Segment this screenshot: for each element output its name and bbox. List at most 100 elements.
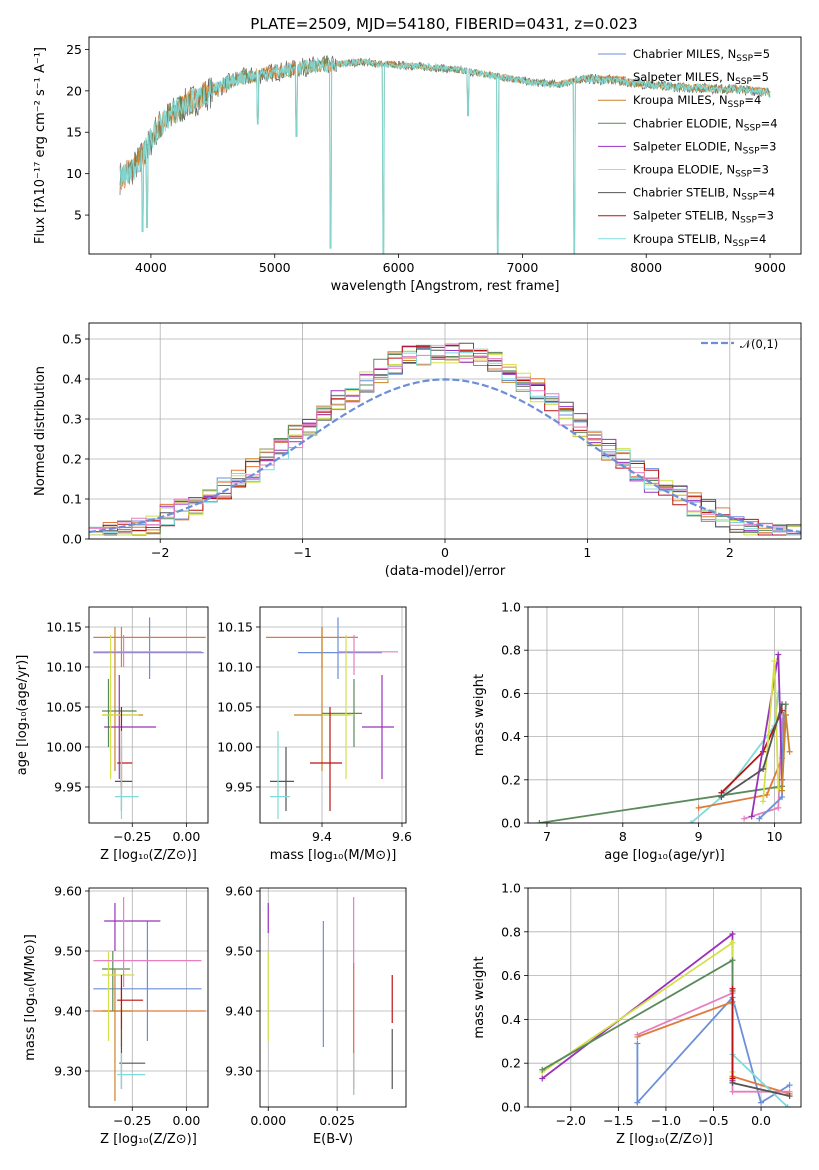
data-point	[729, 1088, 736, 1095]
x-tick-label: 9000	[754, 260, 786, 275]
x-tick-label: 9.4	[312, 829, 332, 844]
data-point	[729, 985, 736, 992]
legend-entry: Salpeter STELIB, NSSP=3	[633, 209, 774, 226]
y-tick-label: 9.95	[54, 780, 82, 795]
axes-frame	[527, 606, 802, 824]
x-tick-label: −1	[293, 545, 311, 560]
panel-age-vs-mass: 9.4 9.6 9.95 10.00 10.05 10.10 10.15 mass [log₁…	[217, 606, 412, 863]
x-tick-label: −0.25	[113, 829, 151, 844]
legend-entry: Kroupa MILES, NSSP=4	[633, 93, 761, 110]
x-tick-label: 0.00	[172, 829, 200, 844]
data-point	[539, 1075, 546, 1082]
x-tick-label: −0.5	[698, 1113, 728, 1128]
axes-frame	[88, 322, 802, 540]
data-point	[779, 787, 786, 794]
y-tick-label: 9.40	[54, 1004, 82, 1019]
data-point	[760, 798, 767, 805]
legend-entry: 𝒩(0,1)	[740, 337, 778, 351]
y-tick-label: 0.1	[62, 492, 82, 507]
data-point	[718, 794, 725, 801]
legend-entry: Chabrier STELIB, NSSP=4	[633, 186, 775, 203]
data-point	[786, 748, 793, 755]
legend-entry: Kroupa ELODIE, NSSP=3	[633, 163, 769, 180]
data-point	[775, 785, 782, 792]
legend-entry: Salpeter ELODIE, NSSP=3	[633, 139, 776, 156]
data-point	[784, 1104, 791, 1107]
y-axis-label: mass weight	[472, 674, 487, 756]
x-tick-label: 8	[619, 829, 627, 844]
x-tick-label: 2	[726, 545, 734, 560]
x-tick-label: 6000	[383, 260, 415, 275]
axes-frame	[259, 606, 407, 824]
x-tick-label: 9.6	[392, 829, 412, 844]
data-point	[786, 1093, 793, 1100]
x-tick-label: 0.00	[172, 1113, 200, 1128]
axes-frame	[88, 887, 209, 1108]
y-tick-label: 0.8	[501, 924, 521, 939]
data-point	[695, 804, 702, 811]
gaussian-curve	[89, 378, 801, 534]
plot-area	[267, 897, 393, 1095]
data-point	[775, 804, 782, 811]
y-axis-label: age [log₁₀(age/yr)]	[15, 655, 30, 776]
y-tick-label: 9.40	[225, 1004, 253, 1019]
panel-mass-vs-Z: −0.25 0.00 9.30 9.40 9.50 9.60 Z [log₁₀(Z/Z⊙)]…	[23, 884, 209, 1147]
panel-spectrum: 4000 5000 6000 7000 8000 9000 5 10 15 20 25 wavelen…	[33, 36, 802, 294]
y-tick-label: 9.30	[54, 1064, 82, 1079]
x-axis-label: wavelength [Angstrom, rest frame]	[331, 279, 560, 294]
y-tick-label: 10.00	[46, 740, 82, 755]
data-point	[786, 1082, 793, 1089]
panel-mass-vs-ebv: 0.000 0.025 9.30 9.40 9.50 9.60 E(B-V)	[225, 884, 407, 1147]
histogram-step	[89, 343, 801, 533]
y-tick-label: 9.50	[54, 944, 82, 959]
x-tick-label: 9	[695, 829, 703, 844]
x-tick-label: −2	[151, 545, 169, 560]
y-tick-label: 9.60	[54, 884, 82, 899]
y-tick-label: 9.50	[225, 944, 253, 959]
weight-line	[539, 704, 787, 823]
y-axis-label: mass weight	[472, 956, 487, 1038]
y-axis-label: Normed distribution	[33, 366, 48, 496]
data-point	[775, 651, 782, 658]
plot-area	[93, 617, 206, 819]
x-axis-label: (data-model)/error	[385, 564, 506, 579]
data-point	[536, 820, 543, 823]
axes-frame	[88, 36, 802, 255]
data-point	[634, 1031, 641, 1038]
data-point	[729, 930, 736, 937]
y-tick-label: 25	[66, 42, 82, 57]
y-tick-label: 0.0	[501, 816, 521, 831]
y-tick-label: 9.60	[225, 884, 253, 899]
data-point	[539, 1066, 546, 1073]
data-point	[634, 1040, 641, 1047]
legend-entry: Chabrier ELODIE, NSSP=4	[633, 116, 778, 133]
spectrum-line	[119, 57, 771, 254]
plot-area	[266, 617, 398, 819]
x-tick-label: 1	[583, 545, 591, 560]
y-tick-label: 0.2	[62, 452, 82, 467]
weight-line	[690, 693, 780, 823]
plot-area	[119, 55, 771, 254]
x-tick-label: 4000	[135, 260, 167, 275]
y-tick-label: 0.2	[501, 1056, 521, 1071]
y-tick-label: 1.0	[501, 881, 521, 896]
y-tick-label: 0.4	[501, 1012, 521, 1027]
data-point	[634, 1099, 641, 1106]
y-tick-label: 0.0	[62, 532, 82, 547]
legend-entry: Chabrier MILES, NSSP=5	[633, 47, 770, 64]
x-tick-label: 5000	[259, 260, 291, 275]
y-tick-label: 10.00	[217, 740, 253, 755]
x-tick-label: 8000	[630, 260, 662, 275]
x-tick-label: 0.0	[751, 1113, 771, 1128]
y-tick-label: 10	[66, 166, 82, 181]
y-tick-label: 0.2	[501, 772, 521, 787]
data-point	[782, 712, 789, 718]
data-point	[779, 794, 786, 801]
data-point	[741, 815, 748, 822]
y-tick-label: 15	[66, 125, 82, 140]
panel-weight-vs-Z: −2.0 −1.5 −1.0 −0.5 0.0 0.0 0.2 0.4 0.6 0.8 1.0 Z […	[472, 881, 802, 1147]
y-tick-label: 1.0	[501, 600, 521, 615]
y-tick-label: 0.8	[501, 643, 521, 658]
x-axis-label: Z [log₁₀(Z/Z⊙)]	[100, 1132, 197, 1147]
